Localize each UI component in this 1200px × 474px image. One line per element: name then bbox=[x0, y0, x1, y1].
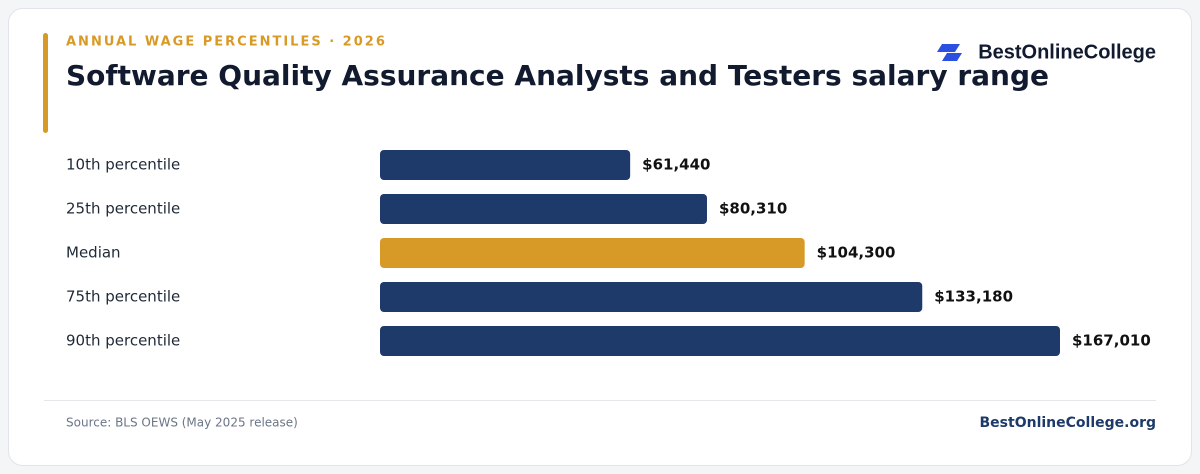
value-label: $80,310 bbox=[719, 200, 787, 218]
value-label: $133,180 bbox=[934, 288, 1013, 306]
category-label: 25th percentile bbox=[66, 200, 180, 218]
bar bbox=[380, 238, 805, 268]
category-label: 10th percentile bbox=[66, 156, 180, 174]
brand-logo: BestOnlineCollege bbox=[937, 41, 1156, 63]
accent-bar bbox=[43, 33, 48, 133]
site-link: BestOnlineCollege.org bbox=[980, 415, 1156, 431]
bar bbox=[380, 326, 1060, 356]
bar bbox=[380, 282, 923, 312]
chart-title: Software Quality Assurance Analysts and … bbox=[66, 59, 1049, 92]
category-label: Median bbox=[66, 244, 121, 262]
bar bbox=[380, 150, 631, 180]
brand-name: BestOnlineCollege bbox=[978, 41, 1156, 63]
category-label: 90th percentile bbox=[66, 332, 180, 350]
logo-icon bbox=[937, 44, 960, 52]
value-label: $167,010 bbox=[1072, 332, 1151, 350]
category-label: 75th percentile bbox=[66, 288, 180, 306]
logo-icon bbox=[942, 53, 962, 61]
value-label: $104,300 bbox=[817, 244, 896, 262]
eyebrow: ANNUAL WAGE PERCENTILES · 2026 bbox=[66, 35, 387, 50]
value-label: $61,440 bbox=[642, 156, 710, 174]
source: Source: BLS OEWS (May 2025 release) bbox=[66, 416, 298, 430]
bar bbox=[380, 194, 707, 224]
